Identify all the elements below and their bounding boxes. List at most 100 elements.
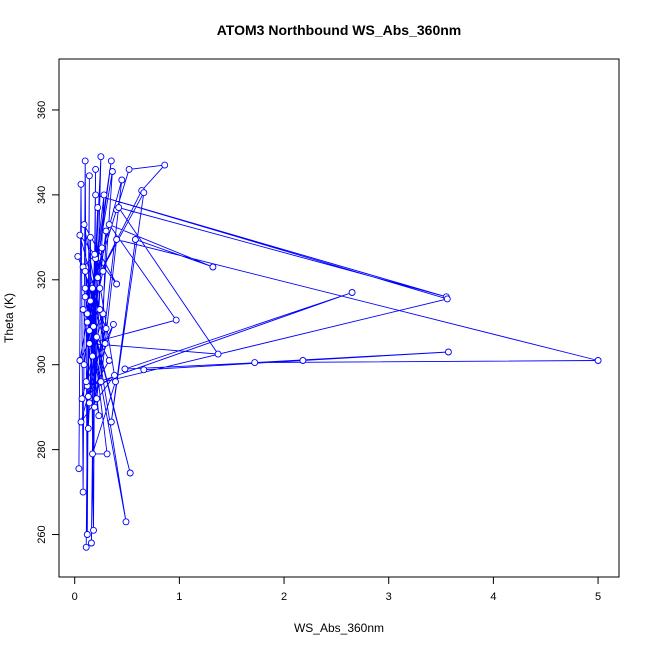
data-point — [78, 395, 86, 403]
data-point — [81, 157, 89, 165]
data-point — [80, 361, 88, 369]
data-point — [81, 267, 89, 275]
y-tick-label: 340 — [36, 186, 48, 204]
data-point — [77, 418, 85, 426]
data-point — [161, 161, 169, 169]
data-point — [209, 263, 217, 271]
series-points-group — [74, 153, 602, 551]
data-point — [76, 231, 84, 239]
data-point — [131, 236, 139, 243]
data-point — [214, 350, 222, 358]
data-point — [113, 236, 121, 243]
data-point — [443, 295, 451, 303]
data-point — [96, 306, 104, 313]
data-point — [118, 176, 126, 184]
x-tick-label: 2 — [281, 591, 287, 603]
data-point — [113, 280, 121, 288]
data-point — [75, 465, 83, 473]
y-tick-label: 320 — [36, 271, 48, 289]
data-point — [125, 165, 133, 173]
data-point — [85, 340, 93, 347]
data-point — [109, 320, 117, 328]
data-point — [83, 310, 91, 318]
data-point — [90, 323, 97, 330]
data-point — [91, 403, 99, 411]
data-point — [85, 172, 93, 180]
data-point — [95, 412, 103, 420]
data-point — [83, 531, 91, 538]
data-point — [111, 371, 118, 379]
data-point — [348, 289, 356, 296]
data-point — [85, 399, 93, 407]
data-point — [80, 221, 88, 229]
data-point — [81, 284, 89, 292]
data-point — [140, 366, 148, 374]
series-line — [77, 156, 599, 548]
x-axis: 0 1 2 3 4 5 — [72, 576, 601, 603]
data-point — [84, 393, 92, 400]
data-point — [82, 378, 90, 386]
data-point — [251, 359, 259, 367]
data-point — [85, 327, 93, 335]
data-point — [93, 333, 101, 341]
data-point — [172, 316, 180, 324]
data-point — [76, 357, 84, 364]
plot-area-frame — [58, 58, 620, 578]
data-point — [93, 395, 101, 403]
data-point — [121, 365, 129, 373]
data-point — [84, 424, 92, 432]
data-point — [86, 233, 94, 241]
data-point — [122, 518, 130, 526]
data-point — [112, 378, 119, 386]
y-axis: 260 280 300 320 340 360 — [36, 101, 60, 544]
x-tick-label: 5 — [595, 591, 601, 603]
data-point — [444, 348, 452, 356]
data-point — [105, 221, 113, 229]
y-tick-label: 300 — [36, 356, 48, 374]
y-axis-label: Theta (K) — [2, 293, 16, 343]
data-point — [299, 357, 307, 364]
x-tick-label: 0 — [72, 591, 78, 603]
y-tick-label: 260 — [36, 525, 48, 543]
data-point — [94, 204, 102, 212]
data-point — [140, 189, 148, 197]
data-point — [102, 227, 110, 235]
data-point — [94, 274, 102, 282]
data-point — [100, 191, 108, 199]
data-point — [89, 284, 96, 292]
data-point — [105, 357, 113, 364]
data-point — [99, 267, 107, 275]
data-point — [103, 450, 111, 458]
data-point — [108, 168, 116, 175]
data-point — [74, 252, 82, 260]
data-point — [98, 244, 106, 252]
x-tick-label: 3 — [386, 591, 392, 603]
y-tick-label: 280 — [36, 440, 48, 458]
data-point — [89, 450, 96, 458]
data-point — [77, 180, 85, 188]
chart-title: ATOM3 Northbound WS_Abs_360nm — [217, 22, 462, 38]
data-point — [92, 191, 100, 199]
x-tick-label: 4 — [490, 591, 496, 603]
data-point — [594, 357, 602, 364]
data-point — [82, 543, 90, 551]
data-point — [91, 250, 99, 258]
data-point — [79, 306, 87, 313]
data-point — [107, 418, 115, 426]
data-point — [97, 378, 105, 386]
data-point — [126, 469, 134, 477]
data-point — [96, 284, 104, 292]
data-point — [107, 157, 115, 165]
data-point — [81, 293, 89, 301]
y-tick-label: 360 — [36, 101, 48, 119]
data-point — [89, 352, 96, 360]
x-axis-label: WS_Abs_360nm — [294, 621, 384, 635]
x-tick-label: 1 — [176, 591, 182, 603]
data-point — [86, 297, 94, 305]
data-point — [87, 539, 95, 547]
data-point — [92, 165, 100, 173]
data-point — [101, 340, 109, 347]
data-point — [83, 318, 91, 326]
data-point — [115, 204, 123, 212]
